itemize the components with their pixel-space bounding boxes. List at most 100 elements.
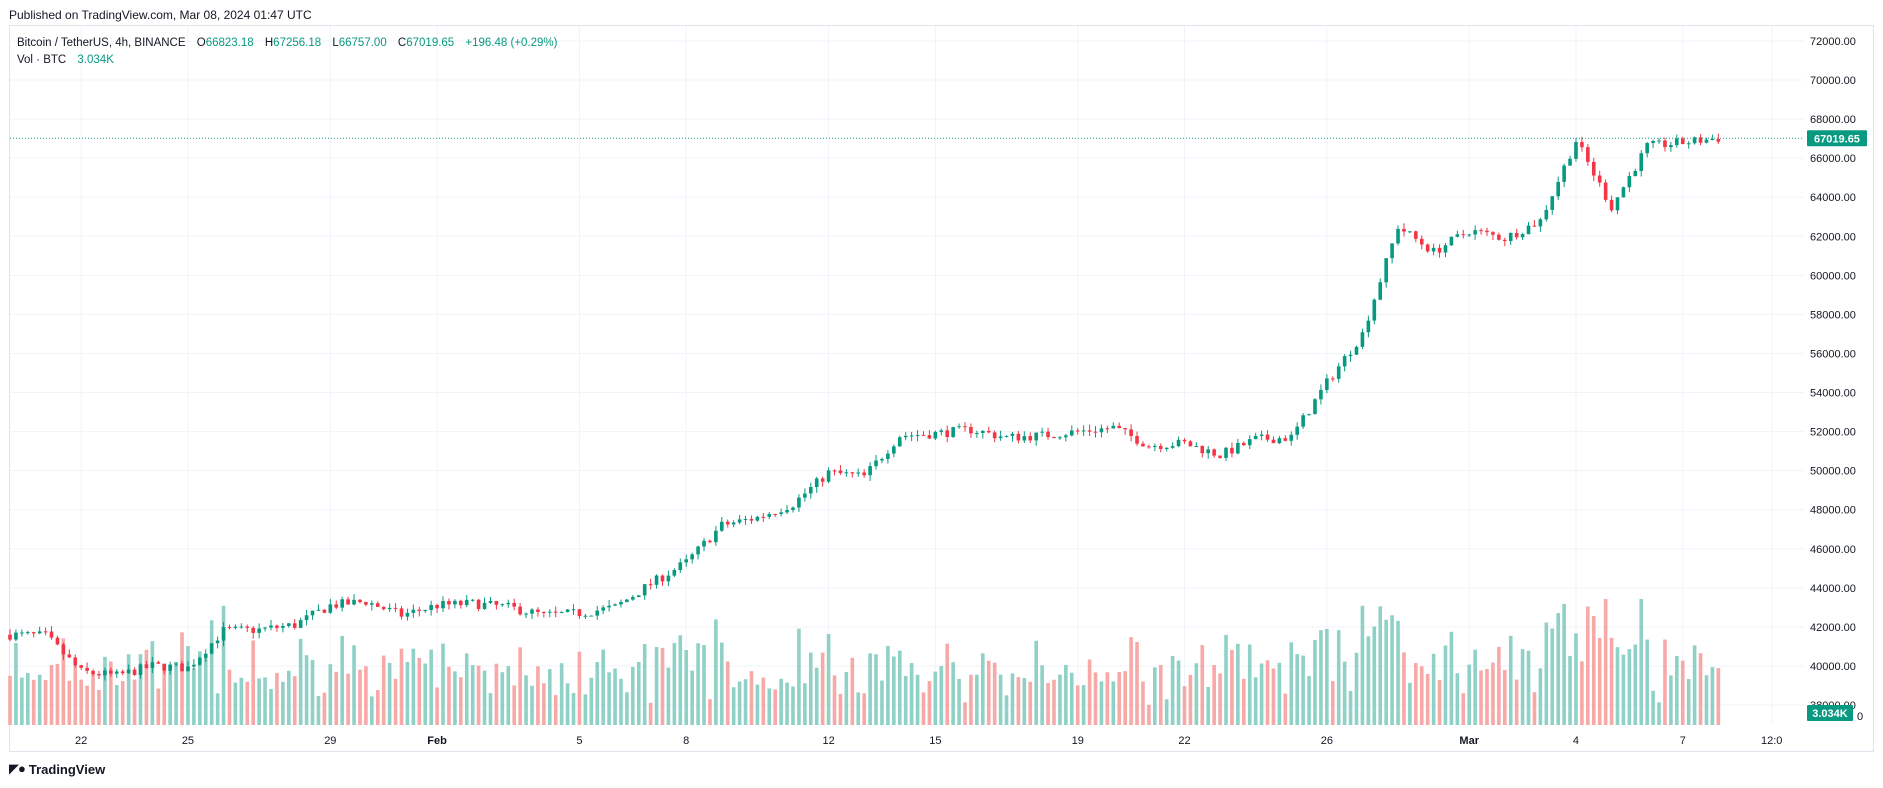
candle-body[interactable] — [340, 599, 344, 608]
candle-body[interactable] — [814, 478, 819, 488]
candle-body[interactable] — [1135, 436, 1139, 444]
candle-body[interactable] — [162, 663, 167, 671]
candle-body[interactable] — [767, 514, 772, 517]
candle-body[interactable] — [607, 605, 611, 608]
candle-body[interactable] — [132, 669, 137, 675]
candle-body[interactable] — [1597, 175, 1602, 183]
candle-body[interactable] — [874, 460, 878, 467]
candle-body[interactable] — [1538, 219, 1543, 227]
candle-body[interactable] — [316, 609, 321, 611]
candle-body[interactable] — [785, 510, 789, 513]
candle-body[interactable] — [684, 559, 689, 563]
candle-body[interactable] — [678, 562, 683, 570]
candle-body[interactable] — [1408, 231, 1412, 233]
candle-body[interactable] — [1336, 366, 1341, 379]
candle-body[interactable] — [1188, 441, 1193, 447]
candle-body[interactable] — [927, 435, 932, 439]
candle-body[interactable] — [939, 430, 944, 432]
candle-body[interactable] — [957, 426, 961, 428]
candle-body[interactable] — [589, 615, 594, 617]
candle-body[interactable] — [797, 497, 801, 508]
candle-body[interactable] — [1580, 142, 1584, 148]
candle-body[interactable] — [1663, 140, 1667, 148]
candle-body[interactable] — [1455, 234, 1460, 237]
candle-body[interactable] — [654, 575, 659, 585]
candle-body[interactable] — [352, 599, 356, 605]
candle-body[interactable] — [969, 427, 973, 434]
candle-body[interactable] — [1633, 170, 1638, 177]
candle-body[interactable] — [1467, 234, 1472, 236]
candle-body[interactable] — [1040, 431, 1044, 433]
candle-body[interactable] — [441, 601, 445, 609]
candle-body[interactable] — [370, 603, 374, 605]
candle-body[interactable] — [613, 604, 617, 606]
candle-body[interactable] — [1200, 446, 1205, 454]
candle-body[interactable] — [322, 609, 327, 613]
candle-body[interactable] — [334, 604, 339, 608]
candle-body[interactable] — [1651, 141, 1655, 144]
candle-body[interactable] — [1004, 435, 1009, 437]
candle-body[interactable] — [1022, 436, 1027, 441]
candle-body[interactable] — [1615, 197, 1620, 211]
candle-body[interactable] — [55, 637, 60, 645]
candle-body[interactable] — [690, 554, 694, 560]
candle-body[interactable] — [263, 627, 267, 629]
candle-body[interactable] — [1443, 245, 1448, 253]
candle-body[interactable] — [868, 466, 872, 476]
candle-body[interactable] — [1230, 447, 1234, 454]
candle-body[interactable] — [97, 674, 101, 676]
candle-body[interactable] — [631, 597, 635, 600]
candle-body[interactable] — [642, 584, 647, 596]
candle-body[interactable] — [1479, 230, 1483, 232]
candle-body[interactable] — [559, 612, 564, 614]
candle-body[interactable] — [506, 602, 511, 605]
candle-body[interactable] — [862, 472, 866, 476]
candle-body[interactable] — [168, 664, 172, 671]
candle-body[interactable] — [1099, 428, 1104, 433]
candle-body[interactable] — [1052, 437, 1056, 439]
candle-body[interactable] — [524, 613, 528, 615]
candle-body[interactable] — [565, 609, 570, 613]
symbol-title[interactable]: Bitcoin / TetherUS, 4h, BINANCE — [17, 37, 186, 49]
candle-body[interactable] — [120, 671, 125, 674]
candle-body[interactable] — [1366, 320, 1371, 333]
candle-body[interactable] — [1253, 435, 1258, 440]
candle-body[interactable] — [346, 599, 350, 605]
candle-body[interactable] — [1117, 425, 1122, 429]
candle-body[interactable] — [1247, 439, 1252, 446]
candle-body[interactable] — [1716, 138, 1721, 142]
candle-body[interactable] — [1348, 354, 1353, 357]
candle-body[interactable] — [1425, 244, 1430, 252]
candle-body[interactable] — [897, 437, 902, 447]
candle-body[interactable] — [304, 615, 309, 621]
candle-body[interactable] — [1645, 143, 1649, 154]
candle-body[interactable] — [1657, 140, 1661, 142]
candle-body[interactable] — [672, 569, 677, 576]
candle-body[interactable] — [435, 604, 439, 609]
candle-body[interactable] — [909, 435, 914, 437]
candle-body[interactable] — [702, 540, 706, 547]
candle-body[interactable] — [536, 609, 540, 613]
candle-body[interactable] — [245, 626, 250, 628]
candle-body[interactable] — [1046, 431, 1050, 438]
candle-body[interactable] — [1330, 378, 1335, 380]
candle-body[interactable] — [381, 606, 386, 610]
candle-body[interactable] — [1265, 434, 1270, 440]
candle-body[interactable] — [1419, 238, 1424, 245]
candle-body[interactable] — [619, 602, 623, 605]
candle-body[interactable] — [1129, 429, 1133, 437]
candle-body[interactable] — [227, 627, 232, 629]
candle-body[interactable] — [1058, 437, 1062, 439]
candle-body[interactable] — [826, 470, 831, 482]
candle-body[interactable] — [530, 609, 534, 614]
candle-body[interactable] — [1586, 147, 1590, 162]
candle-body[interactable] — [1491, 232, 1495, 235]
candle-body[interactable] — [708, 540, 712, 543]
candle-body[interactable] — [174, 663, 178, 665]
candle-body[interactable] — [1562, 165, 1566, 182]
candle-body[interactable] — [411, 609, 416, 613]
candle-body[interactable] — [1194, 446, 1199, 448]
candle-body[interactable] — [636, 595, 641, 598]
candle-body[interactable] — [203, 653, 208, 658]
candle-body[interactable] — [1520, 234, 1525, 238]
